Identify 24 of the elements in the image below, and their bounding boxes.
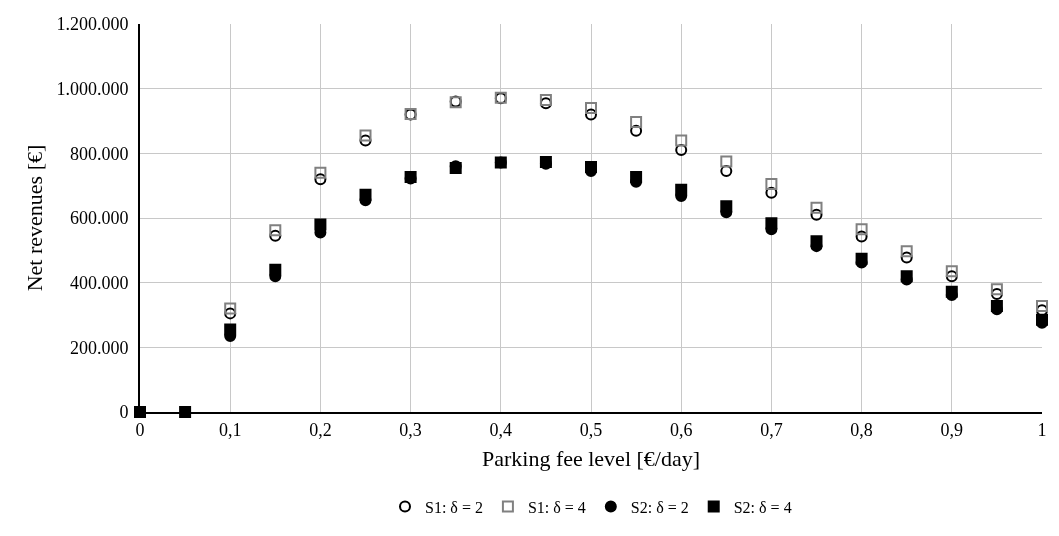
y-tick-label: 800.000 xyxy=(69,143,129,164)
x-tick-label: 0,3 xyxy=(399,419,422,440)
y-tick-label: 400.000 xyxy=(69,272,129,293)
legend-label: S2: δ = 4 xyxy=(733,498,792,516)
x-tick-label: 0 xyxy=(135,419,145,440)
y-tick-label: 0 xyxy=(119,402,129,423)
y-tick-label: 1.200.000 xyxy=(56,14,129,35)
x-tick-label: 0,4 xyxy=(489,419,513,440)
legend-label: S2: δ = 2 xyxy=(630,498,689,516)
x-tick-label: 0,6 xyxy=(669,419,693,440)
x-tick-label: 0,9 xyxy=(940,419,964,440)
x-tick-label: 0,8 xyxy=(850,419,873,440)
legend-label: S1: δ = 4 xyxy=(527,498,586,516)
x-tick-label: 0,1 xyxy=(218,419,242,440)
x-tick-label: 1 xyxy=(1037,419,1047,440)
x-tick-label: 0,2 xyxy=(309,419,332,440)
y-tick-label: 600.000 xyxy=(69,208,129,229)
legend-label: S1: δ = 2 xyxy=(425,498,483,516)
y-axis-title: Net revenues [€] xyxy=(21,144,47,292)
y-tick-label: 1.000.000 xyxy=(56,78,129,99)
x-tick-label: 0,5 xyxy=(579,419,603,440)
y-tick-label: 200.000 xyxy=(69,337,129,358)
x-tick-label: 0,7 xyxy=(760,419,783,440)
x-axis-title: Parking fee level [€/day] xyxy=(481,446,701,471)
